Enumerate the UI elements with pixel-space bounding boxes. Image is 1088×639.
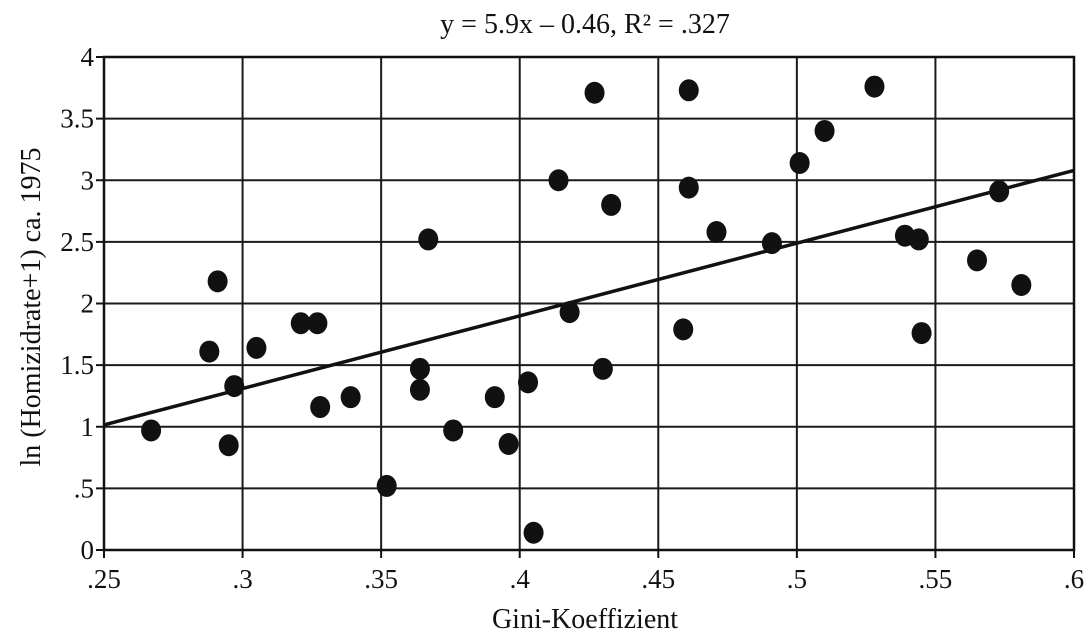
data-points [141,75,1032,544]
data-point [864,75,885,98]
data-point [141,419,162,442]
data-point [559,301,580,324]
data-point [706,221,727,244]
x-axis-title: Gini-Koeffizient [492,604,678,635]
data-point [290,312,311,335]
regression-line [103,168,1075,427]
data-point [592,357,613,380]
data-point [761,232,782,255]
x-tick-label: .35 [364,564,398,594]
grid [104,57,1074,550]
x-tick-label: .3 [232,564,252,594]
y-tick-label: 2 [81,289,95,319]
data-point [789,151,810,174]
trendline-layer [103,168,1075,427]
data-point [199,340,220,363]
y-tick-label: 3 [81,165,95,195]
data-point [678,79,699,102]
data-point [218,434,239,457]
data-point [967,249,987,272]
y-axis-title: ln (Homizidrate+1) ca. 1975 [16,147,47,466]
x-tick-label: .6 [1064,564,1084,594]
x-tick-label: .5 [787,564,807,594]
data-point [911,322,932,345]
data-point [601,193,622,216]
data-point [418,228,439,251]
x-tick-label: .45 [641,564,675,594]
data-point [340,386,361,409]
data-point [246,336,267,359]
x-tick-label: .55 [919,564,953,594]
data-point [207,270,228,293]
x-tick-label: .4 [510,564,531,594]
data-point [989,180,1010,203]
y-tick-label: .5 [74,473,94,503]
data-point [523,521,544,544]
data-point [409,357,430,380]
data-point [518,371,539,394]
axes [96,55,1076,558]
data-point [443,419,464,442]
y-tick-label: 1 [81,412,95,442]
data-point [1011,274,1032,297]
data-point [409,378,430,401]
tick-labels: .25 .3 .35 .4 .45 .5 .55 .6 0 .5 1 1.5 2 2.5 3 3.5 4 [60,42,1084,594]
data-point [376,474,397,497]
data-point [307,312,328,335]
y-tick-label: 3.5 [60,104,94,134]
y-tick-label: 4 [81,42,95,72]
data-point [498,433,519,456]
chart-title: y = 5.9x – 0.46, R² = .327 [440,9,730,40]
data-point [584,81,605,104]
data-point [814,119,835,142]
data-point [908,228,929,251]
data-point [678,176,699,199]
y-tick-label: 0 [81,535,95,565]
data-point [673,318,694,341]
data-point [310,396,331,419]
x-tick-label: .25 [87,564,121,594]
y-tick-label: 2.5 [60,227,94,257]
y-tick-label: 1.5 [60,350,94,380]
data-point [224,375,245,398]
data-point [484,386,505,409]
data-point [548,169,569,192]
